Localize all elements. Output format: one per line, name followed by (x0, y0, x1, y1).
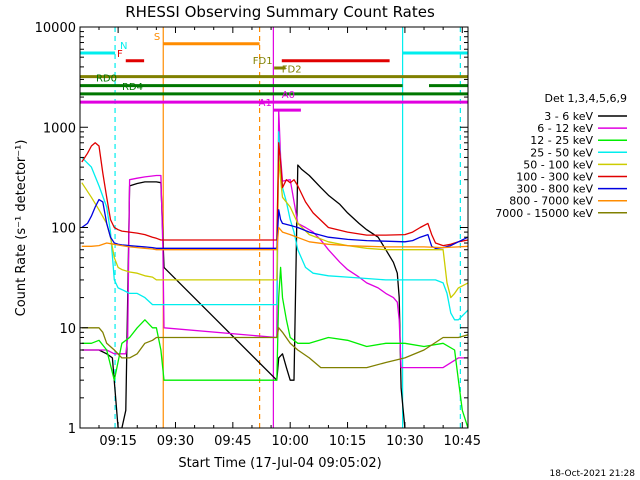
legend-label-3: 25 - 50 keV (530, 146, 593, 159)
legend-label-0: 3 - 6 keV (544, 110, 593, 123)
series-line-3 (81, 131, 468, 321)
flag-label-rd4: RD4 (122, 82, 143, 93)
axis-ticks: 09:15 09:30 09:45 10:00 10:15 10:30 10:45 1 10 10… (35, 21, 481, 449)
timestamp: 18-Oct-2021 21:28 (550, 469, 636, 479)
flag-label-n: N (120, 41, 127, 52)
y-tick-label-3: 1000 (43, 121, 76, 136)
x-tick-label-4: 10:15 (329, 434, 366, 449)
y-axis-label: Count Rate (s⁻¹ detector⁻¹) (14, 140, 29, 317)
series-line-4 (81, 156, 468, 299)
legend-label-2: 12 - 25 keV (530, 134, 593, 147)
x-tick-label-5: 10:30 (386, 434, 423, 449)
series-line-7 (81, 226, 468, 251)
series-line-1 (81, 108, 468, 369)
y-tick-label-4: 10000 (35, 21, 76, 36)
x-tick-label-3: 10:00 (271, 434, 308, 449)
flag-label-s: S (154, 32, 160, 43)
series-line-5 (81, 142, 468, 247)
x-tick-label-2: 09:45 (214, 434, 251, 449)
legend-label-8: 7000 - 15000 keV (495, 207, 593, 220)
x-tick-label-6: 10:45 (444, 434, 481, 449)
series-line-2 (81, 266, 468, 428)
series-line-0 (81, 164, 406, 428)
series-line-6 (81, 198, 468, 249)
x-tick-label-0: 09:15 (99, 434, 136, 449)
flag-label-fd1: FD1 (253, 56, 273, 67)
flag-label-f: F (117, 49, 123, 60)
y-tick-label-2: 100 (51, 222, 76, 237)
y-tick-label-1: 10 (59, 322, 76, 337)
series-line-8 (81, 327, 468, 369)
flag-label-a0: A0 (282, 90, 295, 101)
y-tick-label-0: 1 (68, 422, 76, 437)
x-tick-label-1: 09:30 (157, 434, 194, 449)
flag-label-rd0: RD0 (96, 74, 117, 85)
legend-label-1: 6 - 12 keV (537, 122, 593, 135)
flag-label-a1: A1 (259, 98, 272, 109)
x-axis-label: Start Time (17-Jul-04 09:05:02) (178, 456, 381, 471)
legend-label-4: 50 - 100 keV (523, 158, 593, 171)
legend-label-5: 100 - 300 keV (516, 171, 593, 184)
legend-label-6: 300 - 800 keV (516, 183, 593, 196)
legend-label-7: 800 - 7000 keV (509, 195, 593, 208)
legend-title: Det 1,3,4,5,6,9 (544, 92, 627, 105)
chart-title: RHESSI Observing Summary Count Rates (125, 3, 435, 21)
flag-label-fd2: FD2 (282, 65, 302, 76)
